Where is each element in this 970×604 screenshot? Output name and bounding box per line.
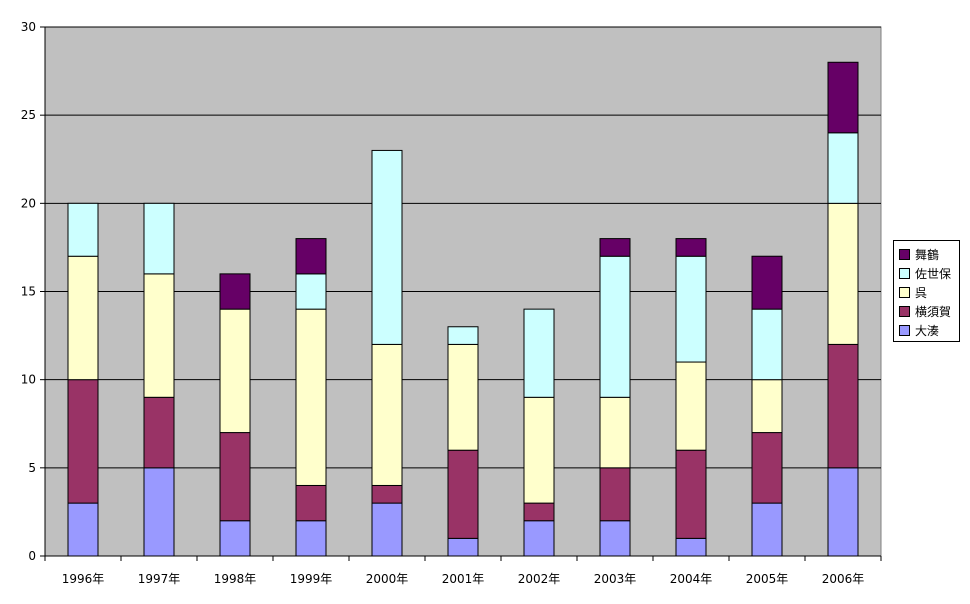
y-tick-label: 25 — [21, 108, 36, 122]
bar-segment — [599, 520, 631, 557]
legend-swatch — [899, 248, 910, 260]
y-tick-label: 0 — [28, 549, 36, 563]
legend-label: 舞鶴 — [915, 247, 940, 262]
bar-segment — [295, 484, 327, 522]
bar-segment — [827, 343, 859, 469]
bar-segment — [751, 432, 783, 504]
bar-segment — [143, 273, 175, 398]
bar-segment — [599, 396, 631, 469]
bar-segment — [67, 255, 99, 381]
legend-item: 舞鶴 — [899, 246, 939, 262]
legend-swatch — [899, 324, 910, 336]
axes — [40, 26, 882, 561]
y-tick-label: 30 — [21, 20, 36, 34]
bar-segment — [371, 149, 403, 345]
legend-item: 呉 — [899, 284, 927, 300]
bar-segment — [295, 273, 327, 310]
bars — [67, 61, 859, 557]
x-tick-label: 1999年 — [290, 572, 333, 586]
legend-item: 佐世保 — [899, 265, 951, 281]
bar-segment — [219, 520, 251, 557]
bar-segment — [371, 484, 403, 504]
bar-segment — [371, 502, 403, 557]
y-tick-label: 5 — [28, 461, 36, 475]
bar-segment — [219, 432, 251, 522]
bar-segment — [751, 502, 783, 557]
bar-segment — [523, 502, 555, 522]
legend-swatch — [899, 286, 910, 298]
bar-segment — [371, 343, 403, 486]
bar-segment — [67, 379, 99, 504]
bar-segment — [599, 255, 631, 398]
y-tick-label: 10 — [21, 373, 36, 387]
bar-segment — [523, 520, 555, 557]
legend-item: 大湊 — [899, 322, 939, 338]
bar-segment — [143, 202, 175, 275]
bar-segment — [675, 238, 707, 257]
x-tick-label: 1998年 — [214, 572, 257, 586]
legend: 舞鶴佐世保呉横須賀大湊 — [893, 240, 960, 342]
bar-segment — [447, 449, 479, 539]
legend-label: 横須賀 — [915, 304, 952, 319]
x-tick-label: 2001年 — [442, 572, 485, 586]
x-tick-label: 1997年 — [138, 572, 181, 586]
legend-item: 横須賀 — [899, 303, 951, 319]
bar-segment — [447, 343, 479, 451]
legend-label: 呉 — [915, 285, 928, 300]
bar-segment — [295, 308, 327, 486]
legend-label: 大湊 — [915, 323, 940, 338]
bar-segment — [751, 379, 783, 434]
bar-segment — [219, 273, 251, 310]
legend-label: 佐世保 — [915, 266, 952, 281]
bar-segment — [751, 308, 783, 381]
bar-segment — [143, 467, 175, 557]
bar-segment — [827, 467, 859, 557]
bar-segment — [675, 449, 707, 539]
bar-segment — [219, 308, 251, 434]
bar-segment — [599, 238, 631, 257]
x-tick-label: 2003年 — [594, 572, 637, 586]
y-tick-label: 20 — [21, 196, 36, 210]
bar-segment — [751, 255, 783, 310]
bar-segment — [295, 238, 327, 275]
gridlines — [45, 26, 881, 469]
bar-segment — [143, 396, 175, 469]
legend-swatch — [899, 267, 910, 279]
bar-segment — [523, 308, 555, 398]
bar-segment — [827, 202, 859, 345]
x-tick-label: 2006年 — [822, 572, 865, 586]
x-tick-label: 2005年 — [746, 572, 789, 586]
x-tick-label: 1996年 — [62, 572, 105, 586]
x-tick-labels: 1996年 1997年 1998年 1999年 2000年 2001年 2002年 2003年… — [62, 572, 865, 586]
bar-segment — [599, 467, 631, 522]
bar-segment — [67, 502, 99, 557]
bar-segment — [675, 255, 707, 363]
x-tick-label: 2002年 — [518, 572, 561, 586]
x-tick-label: 2000年 — [366, 572, 409, 586]
bar-segment — [827, 132, 859, 204]
y-tick-label: 15 — [21, 285, 36, 299]
bar-segment — [827, 61, 859, 134]
bar-segment — [675, 537, 707, 557]
bar-segment — [675, 361, 707, 451]
bar-segment — [523, 396, 555, 504]
x-tick-label: 2004年 — [670, 572, 713, 586]
y-tick-labels: 0 5 10 15 20 25 30 — [21, 20, 36, 563]
bar-segment — [295, 520, 327, 557]
bar-segment — [447, 326, 479, 345]
bar-segment — [67, 202, 99, 257]
legend-swatch — [899, 305, 910, 317]
bar-segment — [447, 537, 479, 557]
